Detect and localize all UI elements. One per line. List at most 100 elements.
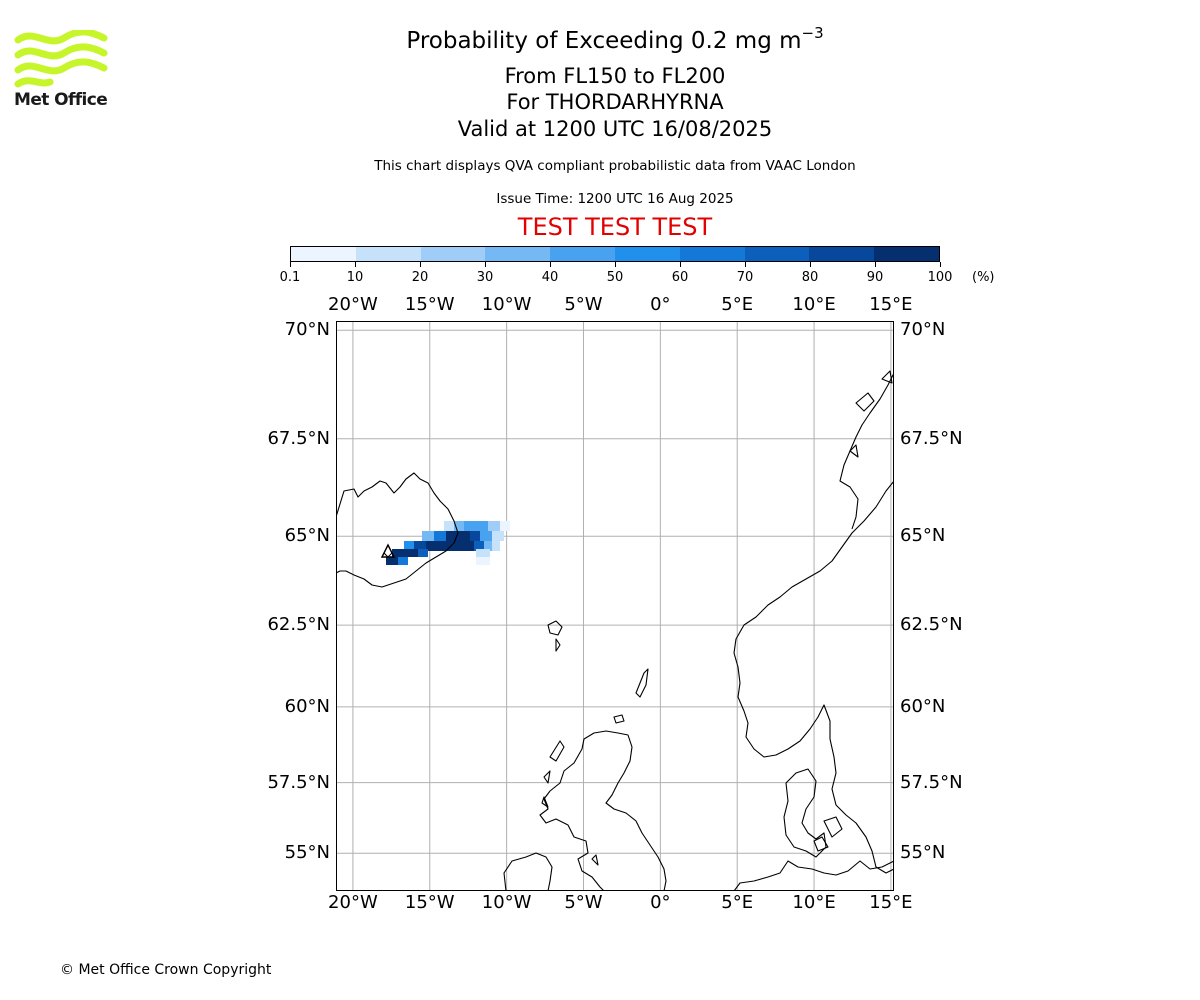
colorbar-tick-label: 90 <box>866 270 884 285</box>
probability-cell <box>422 531 434 541</box>
lon-label-bottom: 5°E <box>721 892 754 913</box>
probability-cell <box>446 531 458 541</box>
probability-cell <box>454 521 464 531</box>
lon-label-top: 10°E <box>792 294 836 315</box>
colorbar-tick-label: 50 <box>606 270 624 285</box>
probability-cell <box>438 541 450 551</box>
coast-norway <box>733 480 894 758</box>
coast-scotland <box>549 730 667 891</box>
probability-cell <box>404 541 414 551</box>
coast-germany <box>733 860 894 891</box>
coast-iceland <box>336 472 459 588</box>
colorbar-tick <box>550 262 551 267</box>
colorbar-tick-label: 60 <box>671 270 689 285</box>
probability-colorbar <box>290 246 940 262</box>
colorbar-tick <box>680 262 681 267</box>
coast-norway-islands <box>849 370 893 458</box>
issue-time: Issue Time: 1200 UTC 16 Aug 2025 <box>496 191 734 207</box>
colorbar-segment <box>550 247 615 261</box>
colorbar-tick <box>615 262 616 267</box>
lat-label-left: 57.5°N <box>267 771 330 793</box>
lat-label-left: 62.5°N <box>267 614 330 636</box>
probability-cell <box>418 549 428 557</box>
probability-cell <box>492 541 500 551</box>
lat-label-left: 70°N <box>284 319 330 341</box>
probability-cells <box>386 521 510 565</box>
valid-time: Valid at 1200 UTC 16/08/2025 <box>457 117 773 141</box>
flight-level-range: From FL150 to FL200 <box>504 64 726 88</box>
chart-subtitle: This chart displays QVA compliant probab… <box>374 158 856 174</box>
colorbar-segment <box>485 247 551 261</box>
logo-wordmark: Met Office <box>14 90 108 110</box>
lon-label-top: 10°W <box>481 294 532 315</box>
volcano-name: For THORDARHYRNA <box>506 90 724 114</box>
colorbar-segment <box>614 247 680 261</box>
probability-cell <box>476 549 490 557</box>
probability-cell <box>470 531 480 541</box>
lat-label-right: 57.5°N <box>900 771 963 793</box>
colorbar-tick-label: 100 <box>927 270 953 285</box>
title-text: Probability of Exceeding 0.2 mg m <box>406 28 802 54</box>
lon-label-bottom: 10°E <box>792 892 836 913</box>
probability-cell <box>462 541 474 551</box>
lon-label-top: 0° <box>650 294 671 315</box>
lon-label-top: 15°W <box>404 294 455 315</box>
probability-cell <box>444 521 454 531</box>
lon-label-bottom: 15°E <box>869 892 913 913</box>
lat-label-right: 55°N <box>900 842 946 864</box>
volcano-marker <box>380 543 396 558</box>
colorbar-tick-label: 70 <box>736 270 754 285</box>
probability-cell <box>450 541 462 551</box>
coast-shetland <box>635 668 649 698</box>
lat-label-left: 60°N <box>284 695 330 717</box>
colorbar-tick <box>420 262 421 267</box>
lon-label-top: 20°W <box>328 294 378 315</box>
colorbar-tick-label: 0.1 <box>279 270 301 285</box>
colorbar-segment <box>744 247 810 261</box>
probability-cell <box>398 557 408 565</box>
probability-cell <box>488 521 500 531</box>
chart-title: Probability of Exceeding 0.2 mg m−3 <box>0 24 1200 54</box>
colorbar-tick-label: 30 <box>476 270 494 285</box>
probability-cell <box>492 531 504 541</box>
lat-label-right: 65°N <box>900 525 946 547</box>
probability-cell <box>484 541 492 551</box>
colorbar-tick <box>355 262 356 267</box>
probability-cell <box>414 541 426 551</box>
probability-cell <box>476 521 488 531</box>
title-exponent: −3 <box>801 24 824 42</box>
lon-label-bottom: 0° <box>650 892 671 913</box>
colorbar-segment <box>679 247 745 261</box>
lon-label-bottom: 15°W <box>404 892 455 913</box>
probability-cell <box>392 549 404 557</box>
colorbar-tick-label: 20 <box>411 270 429 285</box>
probability-cell <box>464 521 476 531</box>
coast-scotland-west <box>539 790 605 891</box>
lat-label-left: 55°N <box>284 842 330 864</box>
lon-label-bottom: 5°W <box>564 892 603 913</box>
coast-ireland <box>503 852 553 891</box>
colorbar-tick <box>940 262 941 267</box>
probability-cell <box>476 557 490 565</box>
probability-cell <box>386 557 398 565</box>
probability-cell <box>404 549 418 557</box>
colorbar-segment <box>809 247 875 261</box>
probability-cell <box>426 541 438 551</box>
coast-isle-of-man <box>591 854 599 866</box>
lon-label-bottom: 10°W <box>481 892 532 913</box>
colorbar-tick <box>745 262 746 267</box>
copyright-notice: © Met Office Crown Copyright <box>60 962 272 978</box>
met-office-logo: Met Office <box>14 28 108 112</box>
colorbar-segment <box>355 247 421 261</box>
lon-label-top: 15°E <box>869 294 913 315</box>
lat-label-right: 62.5°N <box>900 614 963 636</box>
colorbar-segment <box>420 247 486 261</box>
coast-danish-islands <box>813 816 843 852</box>
colorbar-segment <box>291 247 356 261</box>
colorbar-tick-label: 10 <box>346 270 364 285</box>
probability-cell <box>500 521 510 531</box>
coast-faroes <box>547 620 563 652</box>
colorbar-tick <box>875 262 876 267</box>
lat-label-right: 60°N <box>900 695 946 717</box>
probability-cell <box>434 531 446 541</box>
